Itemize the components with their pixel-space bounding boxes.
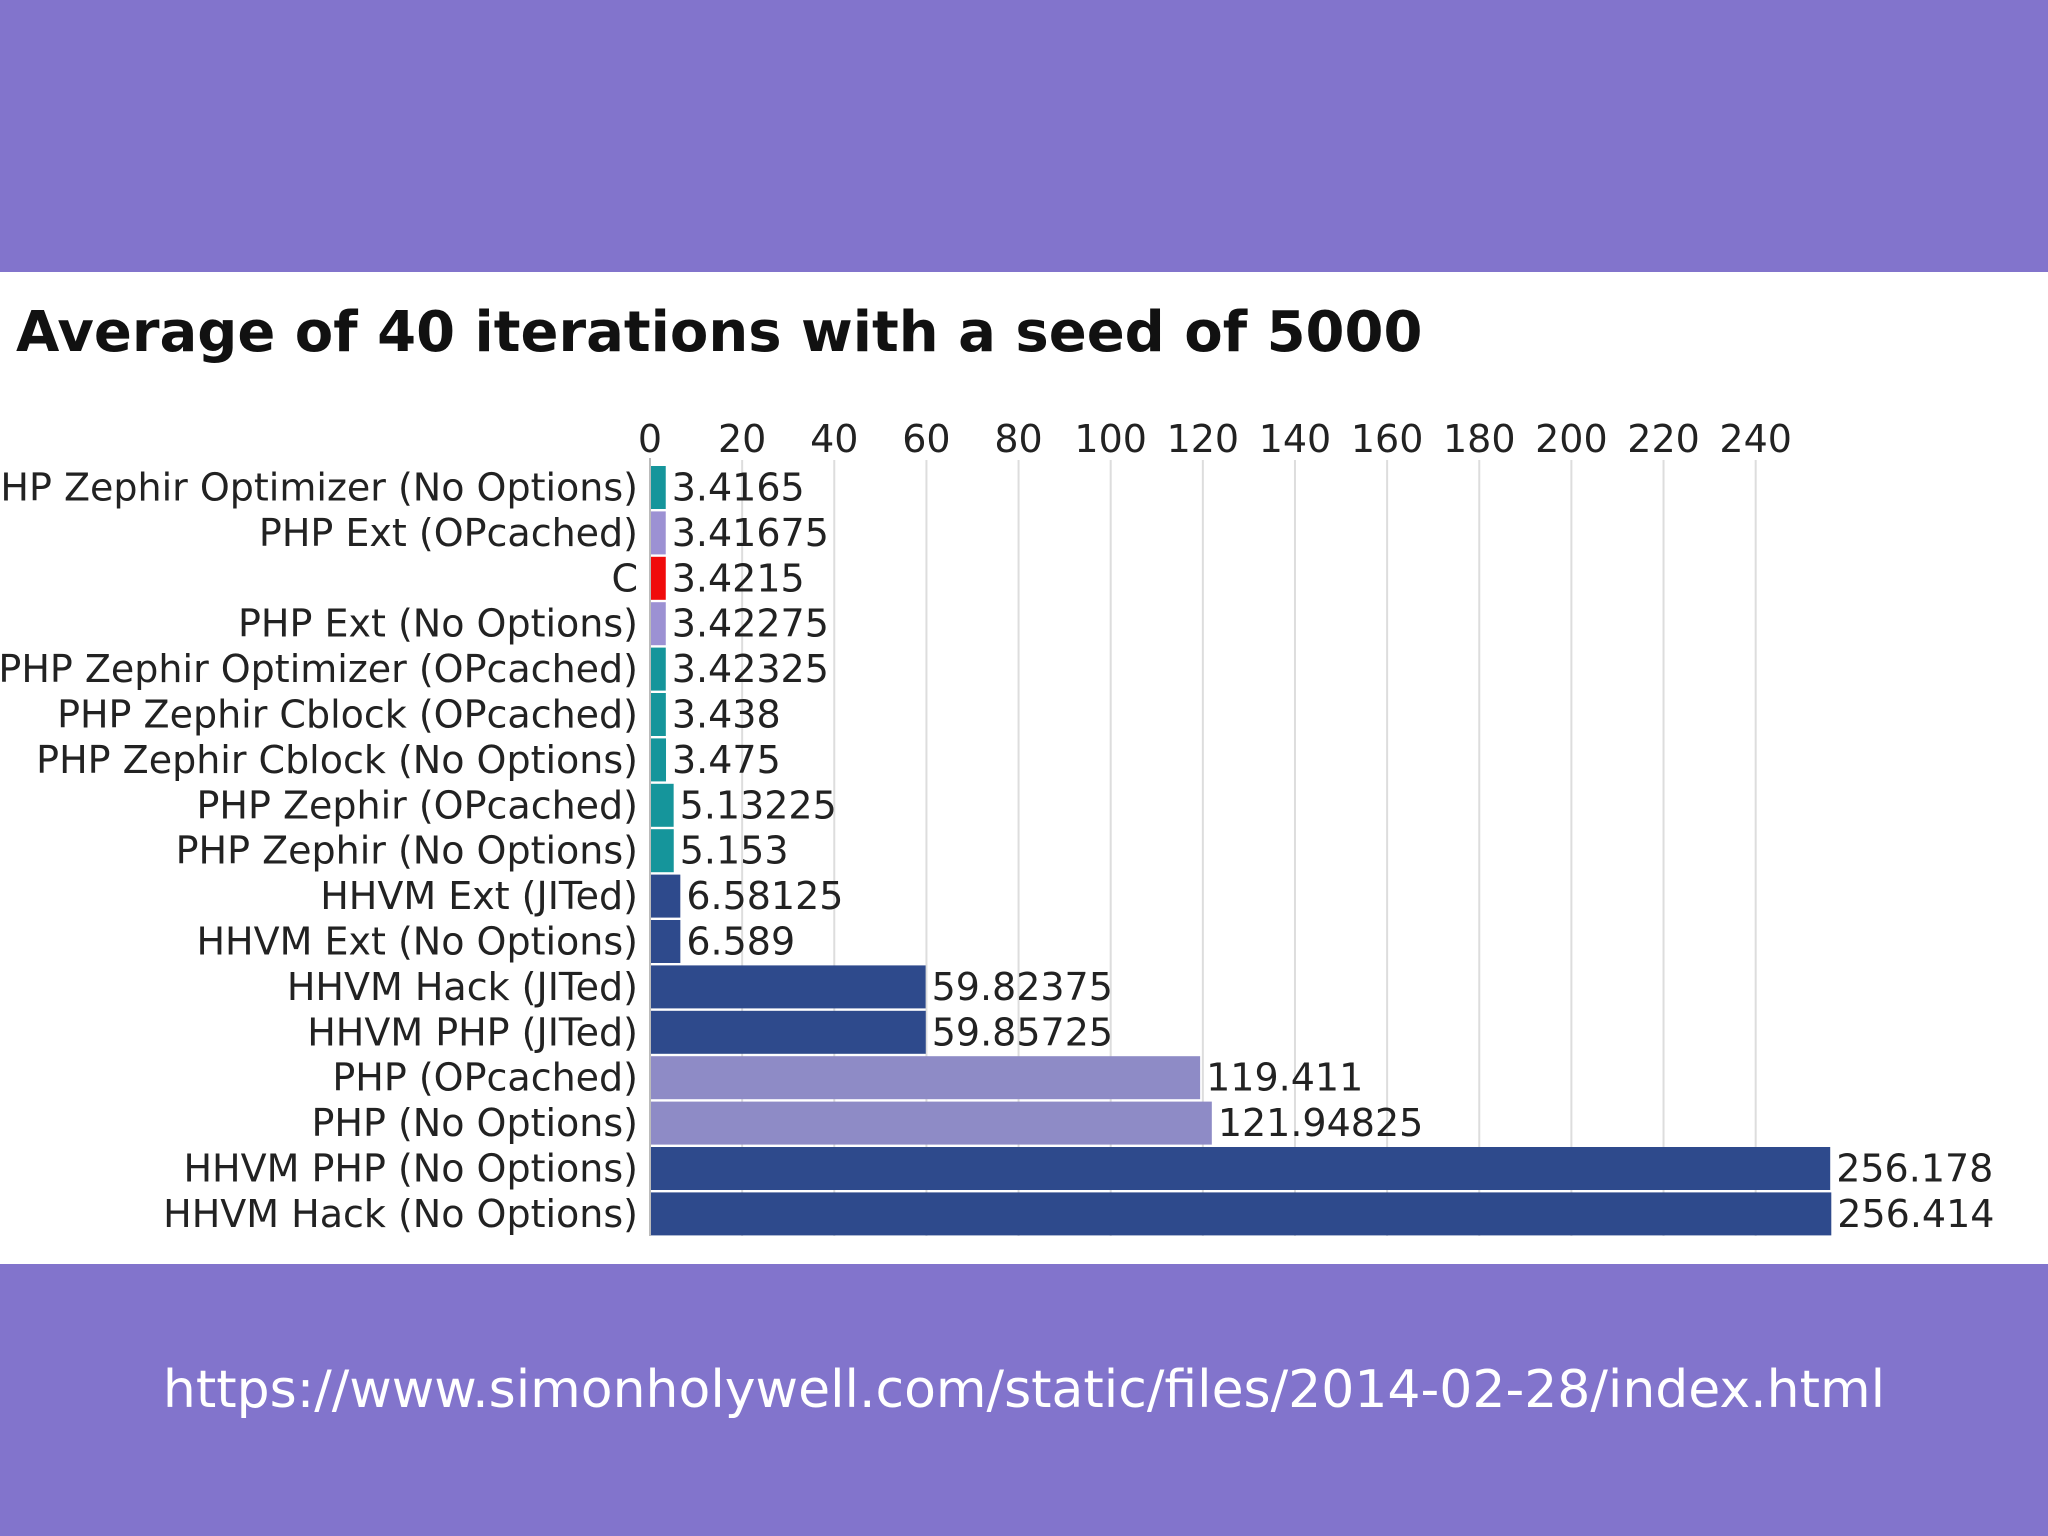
- gridlines: [741, 460, 1757, 1236]
- value-label: 59.85725: [932, 1010, 1113, 1054]
- category-label: PHP Zephir (No Options): [176, 829, 638, 873]
- value-label: 3.438: [672, 693, 781, 737]
- category-label: HHVM Ext (No Options): [196, 920, 638, 964]
- value-labels: 3.41653.416753.42153.422753.423253.4383.…: [672, 466, 1995, 1236]
- category-label: PHP Zephir Optimizer (No Options): [0, 466, 638, 510]
- bar: [650, 693, 666, 736]
- bar: [650, 874, 681, 918]
- x-tick-label: 240: [1719, 417, 1792, 461]
- value-label: 5.13225: [680, 783, 837, 827]
- category-label: PHP (No Options): [311, 1101, 638, 1145]
- bar: [650, 511, 666, 555]
- source-url[interactable]: https://www.simonholywell.com/static/fil…: [162, 1360, 1886, 1420]
- value-label: 256.178: [1836, 1147, 1993, 1191]
- category-label: HHVM Ext (JITed): [320, 874, 638, 918]
- x-tick-label: 80: [994, 417, 1042, 461]
- x-tick-label: 0: [638, 417, 662, 461]
- value-label: 3.41675: [672, 511, 829, 555]
- category-label: PHP Zephir Optimizer (OPcached): [0, 647, 638, 691]
- bar: [650, 1147, 1831, 1190]
- x-tick-label: 120: [1167, 417, 1240, 461]
- value-label: 3.4215: [672, 556, 805, 600]
- value-label: 3.4165: [672, 466, 805, 510]
- value-label: 119.411: [1206, 1056, 1363, 1100]
- bars: [650, 466, 1832, 1236]
- category-labels: PHP Zephir Optimizer (No Options)PHP Ext…: [0, 466, 638, 1236]
- bar: [650, 829, 674, 873]
- category-label: HHVM PHP (No Options): [183, 1147, 638, 1191]
- category-label: C: [611, 556, 638, 600]
- x-tick-label: 200: [1535, 417, 1608, 461]
- bar: [650, 647, 666, 691]
- category-label: HHVM PHP (JITed): [307, 1010, 638, 1054]
- x-tick-label: 160: [1351, 417, 1424, 461]
- chart-title: Average of 40 iterations with a seed of …: [16, 300, 1423, 365]
- bar: [650, 738, 667, 782]
- x-axis-ticks: 0 20 40 60 80 100 120 140 160 180 200 220 240: [638, 417, 1792, 461]
- category-label: PHP Ext (No Options): [238, 602, 638, 646]
- value-label: 6.589: [686, 920, 795, 964]
- x-tick-label: 180: [1443, 417, 1516, 461]
- value-label: 3.475: [672, 738, 781, 782]
- bar: [650, 920, 681, 963]
- category-label: HHVM Hack (JITed): [287, 965, 638, 1009]
- bar: [650, 1056, 1201, 1100]
- category-label: HHVM Hack (No Options): [163, 1192, 638, 1236]
- bar: [650, 556, 666, 600]
- x-tick-label: 100: [1074, 417, 1147, 461]
- x-tick-label: 40: [810, 417, 858, 461]
- bar: [650, 783, 674, 827]
- bar: [650, 1010, 926, 1054]
- bar: [650, 466, 666, 509]
- category-label: PHP (OPcached): [332, 1056, 638, 1100]
- x-tick-label: 220: [1627, 417, 1700, 461]
- x-tick-label: 140: [1259, 417, 1332, 461]
- category-label: PHP Zephir (OPcached): [197, 783, 639, 827]
- value-label: 3.42275: [672, 602, 829, 646]
- bar: [650, 602, 666, 646]
- bar: [650, 1101, 1212, 1145]
- category-label: PHP Ext (OPcached): [259, 511, 638, 555]
- value-label: 6.58125: [686, 874, 843, 918]
- bar: [650, 965, 926, 1009]
- value-label: 121.94825: [1218, 1101, 1424, 1145]
- value-label: 256.414: [1837, 1192, 1994, 1236]
- bar: [650, 1192, 1832, 1236]
- bar-chart: 0 20 40 60 80 100 120 140 160 180 200 220 240 PHP Ze…: [0, 417, 1995, 1236]
- value-label: 5.153: [680, 829, 789, 873]
- category-label: PHP Zephir Cblock (No Options): [36, 738, 638, 782]
- value-label: 59.82375: [932, 965, 1113, 1009]
- x-tick-label: 60: [902, 417, 950, 461]
- x-tick-label: 20: [718, 417, 766, 461]
- category-label: PHP Zephir Cblock (OPcached): [57, 693, 638, 737]
- value-label: 3.42325: [672, 647, 829, 691]
